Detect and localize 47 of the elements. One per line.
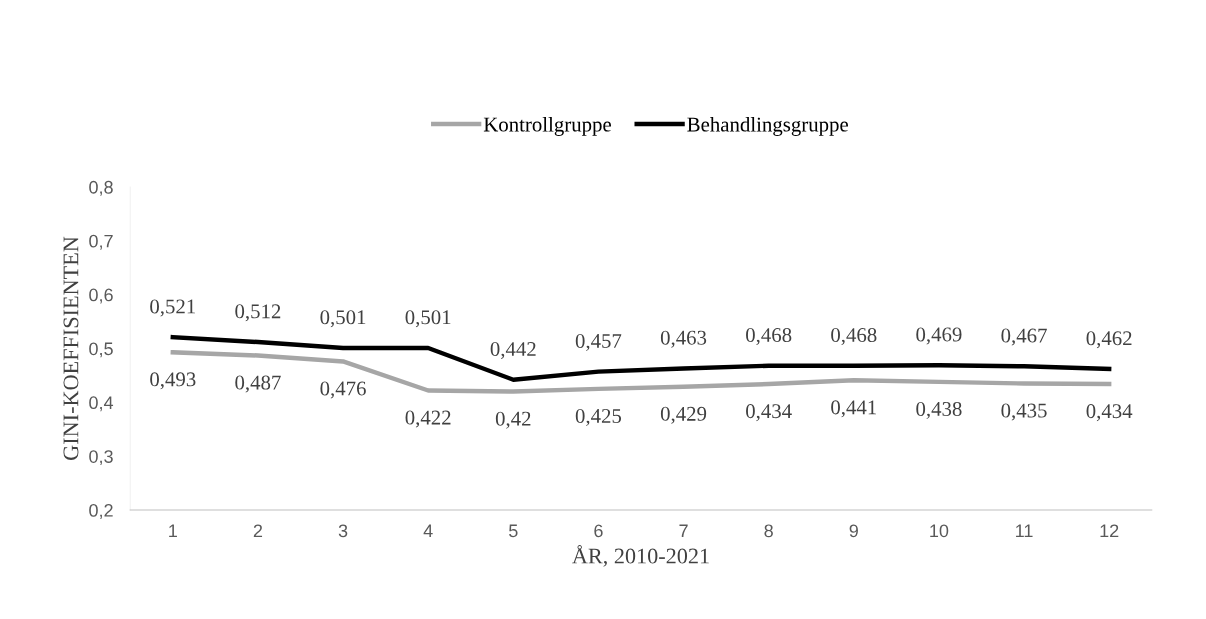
- y-tick-label: 0,5: [89, 342, 113, 358]
- data-label: 0,501: [320, 310, 366, 328]
- x-tick-label: 8: [764, 524, 773, 538]
- data-label: 0,476: [320, 381, 366, 399]
- data-label: 0,425: [575, 408, 622, 426]
- data-label: 0,441: [831, 400, 876, 418]
- x-tick-label: 11: [1016, 524, 1033, 538]
- data-label: 0,467: [1001, 328, 1047, 346]
- data-label: 0,422: [405, 410, 451, 428]
- data-label: 0,42: [495, 411, 531, 429]
- x-tick-label: 2: [253, 524, 263, 538]
- data-label: 0,468: [746, 327, 792, 346]
- data-label: 0,463: [660, 330, 707, 348]
- data-label: 0,501: [405, 310, 451, 328]
- y-tick-label: 0,7: [89, 234, 113, 250]
- data-label: 0,435: [1001, 403, 1047, 421]
- y-tick-label: 0,4: [89, 396, 114, 412]
- data-label: 0,442: [490, 342, 536, 360]
- x-tick-label: 4: [423, 524, 433, 538]
- data-label: 0,468: [831, 327, 877, 346]
- y-tick-label: 0,2: [89, 503, 113, 519]
- x-tick-label: 12: [1100, 524, 1119, 538]
- data-label: 0,457: [575, 333, 622, 351]
- data-label: 0,493: [150, 372, 196, 390]
- x-tick-label: 5: [509, 524, 518, 538]
- data-label: 0,429: [660, 406, 707, 424]
- data-label: 0,487: [235, 375, 281, 393]
- data-label: 0,434: [1086, 404, 1133, 422]
- x-tick-label: 3: [338, 524, 348, 538]
- y-tick-label: 0,8: [89, 180, 113, 196]
- y-tick-label: 0,6: [89, 288, 113, 304]
- data-label: 0,438: [916, 401, 962, 419]
- x-tick-label: 1: [169, 524, 177, 538]
- legend-label: Behandlingsgruppe: [687, 116, 848, 136]
- data-label: 0,512: [235, 304, 281, 322]
- y-tick-label: 0,3: [89, 450, 113, 466]
- data-label: 0,521: [150, 299, 195, 317]
- legend-label: Kontrollgruppe: [483, 116, 611, 136]
- y-axis-title: GINI-KOEFFISIENTEN: [63, 236, 79, 460]
- x-tick-label: 9: [849, 524, 858, 538]
- x-tick-label: 10: [930, 524, 949, 538]
- x-tick-label: 6: [594, 524, 603, 538]
- data-label: 0,434: [746, 404, 792, 422]
- data-label: 0,469: [916, 327, 962, 345]
- x-axis-title: ÅR, 2010-2021: [572, 545, 709, 567]
- data-label: 0,462: [1086, 331, 1132, 349]
- x-tick-label: 7: [679, 524, 688, 538]
